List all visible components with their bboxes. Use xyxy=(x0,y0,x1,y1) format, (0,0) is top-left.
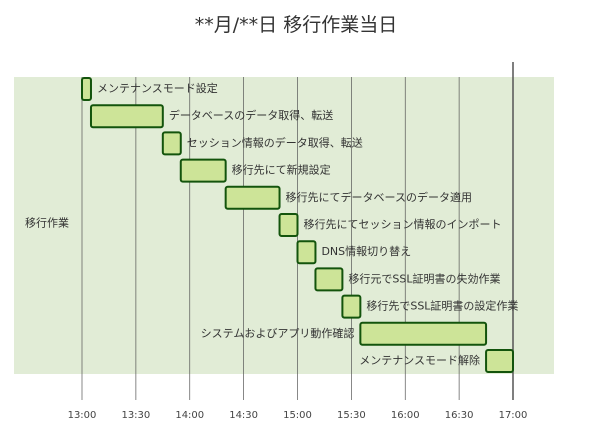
task-label: 移行先にてセッション情報のインポート xyxy=(304,218,502,231)
task-label: 移行先にてデータベースのデータ適用 xyxy=(286,190,472,204)
x-tick-label: 14:30 xyxy=(229,410,258,421)
x-axis-ticks: 13:00 13:30 14:00 14:30 15:00 15:30 16:00 16:30… xyxy=(68,410,528,421)
x-tick-label: 17:00 xyxy=(499,410,528,421)
task-label: 移行先でSSL証明書の設定作業 xyxy=(366,299,518,313)
x-tick-label: 13:00 xyxy=(68,410,97,421)
task-bar xyxy=(224,185,281,210)
task-bar xyxy=(359,321,488,346)
x-tick-label: 14:00 xyxy=(175,410,204,421)
task-label: データベースのデータ取得、転送 xyxy=(169,108,333,122)
task-label: システムおよびアプリ動作確認 xyxy=(201,326,355,340)
task-label: 移行元でSSL証明書の失効作業 xyxy=(348,271,500,285)
task-bar xyxy=(341,294,362,319)
task-bar xyxy=(278,213,299,237)
task-label: DNS情報切り替え xyxy=(321,244,411,258)
x-tick-label: 16:30 xyxy=(445,410,474,421)
task-bar xyxy=(314,267,344,292)
x-tick-label: 16:00 xyxy=(391,410,420,421)
chart-title: **月/**日 移行作業当日 xyxy=(194,14,398,36)
x-tick-label: 15:00 xyxy=(283,410,312,421)
task-bar xyxy=(81,77,92,101)
task-label: メンテナンスモード設定 xyxy=(97,81,218,95)
task-bar xyxy=(89,104,164,129)
grid-lines xyxy=(81,62,514,400)
task-label: メンテナンスモード解除 xyxy=(359,353,480,367)
task-label: 移行先にて新規設定 xyxy=(232,163,331,177)
section-label: 移行作業 xyxy=(25,217,69,230)
task-label: セッション情報のデータ取得、転送 xyxy=(187,135,363,149)
task-bar xyxy=(161,131,182,156)
task-bars xyxy=(81,77,514,373)
x-tick-label: 13:30 xyxy=(121,410,150,421)
task-labels: メンテナンスモード設定データベースのデータ取得、転送セッション情報のデータ取得、… xyxy=(97,81,518,367)
x-tick-label: 15:30 xyxy=(337,410,366,421)
task-bar xyxy=(485,349,514,373)
task-bar xyxy=(296,240,317,265)
task-bar xyxy=(179,158,227,183)
